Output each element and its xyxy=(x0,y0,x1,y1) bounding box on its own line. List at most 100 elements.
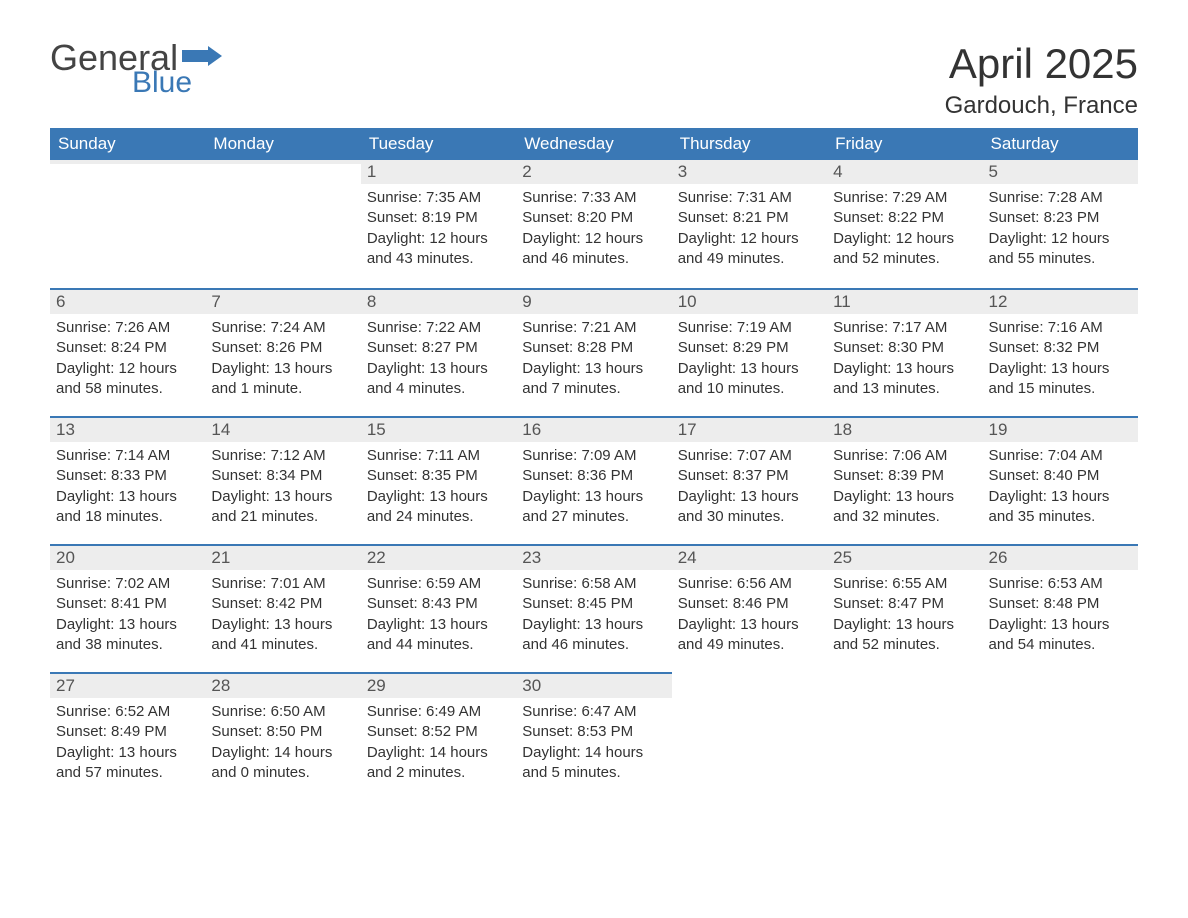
daylight-text: Daylight: 13 hours and 32 minutes. xyxy=(833,487,976,528)
calendar-cell: 16Sunrise: 7:09 AMSunset: 8:36 PMDayligh… xyxy=(516,416,671,544)
daylight-text: Daylight: 13 hours and 46 minutes. xyxy=(522,615,665,656)
day-number: 3 xyxy=(672,160,827,184)
sunset-text: Sunset: 8:53 PM xyxy=(522,722,665,742)
day-body: Sunrise: 7:29 AMSunset: 8:22 PMDaylight:… xyxy=(827,184,982,275)
sunset-text: Sunset: 8:24 PM xyxy=(56,338,199,358)
day-body: Sunrise: 7:11 AMSunset: 8:35 PMDaylight:… xyxy=(361,442,516,533)
calendar-cell: 19Sunrise: 7:04 AMSunset: 8:40 PMDayligh… xyxy=(983,416,1138,544)
day-number xyxy=(50,160,205,164)
calendar-cell: 21Sunrise: 7:01 AMSunset: 8:42 PMDayligh… xyxy=(205,544,360,672)
calendar-cell: 15Sunrise: 7:11 AMSunset: 8:35 PMDayligh… xyxy=(361,416,516,544)
daylight-text: Daylight: 13 hours and 44 minutes. xyxy=(367,615,510,656)
sunrise-text: Sunrise: 7:17 AM xyxy=(833,318,976,338)
sunrise-text: Sunrise: 6:47 AM xyxy=(522,702,665,722)
sunset-text: Sunset: 8:46 PM xyxy=(678,594,821,614)
day-number: 15 xyxy=(361,416,516,442)
calendar-cell: 8Sunrise: 7:22 AMSunset: 8:27 PMDaylight… xyxy=(361,288,516,416)
day-number: 5 xyxy=(983,160,1138,184)
day-number: 28 xyxy=(205,672,360,698)
day-number: 12 xyxy=(983,288,1138,314)
sunrise-text: Sunrise: 7:33 AM xyxy=(522,188,665,208)
day-body: Sunrise: 7:17 AMSunset: 8:30 PMDaylight:… xyxy=(827,314,982,405)
sunset-text: Sunset: 8:28 PM xyxy=(522,338,665,358)
calendar-cell: 6Sunrise: 7:26 AMSunset: 8:24 PMDaylight… xyxy=(50,288,205,416)
sunrise-text: Sunrise: 7:09 AM xyxy=(522,446,665,466)
sunrise-text: Sunrise: 7:02 AM xyxy=(56,574,199,594)
daylight-text: Daylight: 12 hours and 43 minutes. xyxy=(367,229,510,270)
day-number: 18 xyxy=(827,416,982,442)
day-number: 17 xyxy=(672,416,827,442)
sunrise-text: Sunrise: 7:14 AM xyxy=(56,446,199,466)
weekday-header: Friday xyxy=(827,128,982,160)
day-body: Sunrise: 7:26 AMSunset: 8:24 PMDaylight:… xyxy=(50,314,205,405)
daylight-text: Daylight: 13 hours and 52 minutes. xyxy=(833,615,976,656)
sunset-text: Sunset: 8:34 PM xyxy=(211,466,354,486)
sunrise-text: Sunrise: 7:26 AM xyxy=(56,318,199,338)
sunrise-text: Sunrise: 7:16 AM xyxy=(989,318,1132,338)
sunrise-text: Sunrise: 7:24 AM xyxy=(211,318,354,338)
daylight-text: Daylight: 13 hours and 10 minutes. xyxy=(678,359,821,400)
daylight-text: Daylight: 13 hours and 41 minutes. xyxy=(211,615,354,656)
calendar-cell xyxy=(50,160,205,288)
sunrise-text: Sunrise: 7:12 AM xyxy=(211,446,354,466)
calendar-cell: 25Sunrise: 6:55 AMSunset: 8:47 PMDayligh… xyxy=(827,544,982,672)
weekday-header-row: Sunday Monday Tuesday Wednesday Thursday… xyxy=(50,128,1138,160)
brand-logo: General Blue xyxy=(50,40,222,98)
daylight-text: Daylight: 13 hours and 57 minutes. xyxy=(56,743,199,784)
calendar-cell: 18Sunrise: 7:06 AMSunset: 8:39 PMDayligh… xyxy=(827,416,982,544)
sunset-text: Sunset: 8:37 PM xyxy=(678,466,821,486)
calendar-row: 20Sunrise: 7:02 AMSunset: 8:41 PMDayligh… xyxy=(50,544,1138,672)
day-number: 7 xyxy=(205,288,360,314)
day-number: 16 xyxy=(516,416,671,442)
sunrise-text: Sunrise: 7:11 AM xyxy=(367,446,510,466)
sunrise-text: Sunrise: 7:21 AM xyxy=(522,318,665,338)
day-number: 13 xyxy=(50,416,205,442)
calendar-cell: 12Sunrise: 7:16 AMSunset: 8:32 PMDayligh… xyxy=(983,288,1138,416)
day-number xyxy=(205,160,360,164)
day-number: 11 xyxy=(827,288,982,314)
day-number: 30 xyxy=(516,672,671,698)
calendar-cell: 9Sunrise: 7:21 AMSunset: 8:28 PMDaylight… xyxy=(516,288,671,416)
sunrise-text: Sunrise: 7:06 AM xyxy=(833,446,976,466)
day-number xyxy=(827,672,982,676)
calendar-cell: 1Sunrise: 7:35 AMSunset: 8:19 PMDaylight… xyxy=(361,160,516,288)
daylight-text: Daylight: 14 hours and 0 minutes. xyxy=(211,743,354,784)
day-body: Sunrise: 6:55 AMSunset: 8:47 PMDaylight:… xyxy=(827,570,982,661)
calendar-cell xyxy=(983,672,1138,800)
calendar-row: 1Sunrise: 7:35 AMSunset: 8:19 PMDaylight… xyxy=(50,160,1138,288)
daylight-text: Daylight: 13 hours and 13 minutes. xyxy=(833,359,976,400)
sunset-text: Sunset: 8:23 PM xyxy=(989,208,1132,228)
sunrise-text: Sunrise: 7:28 AM xyxy=(989,188,1132,208)
daylight-text: Daylight: 13 hours and 1 minute. xyxy=(211,359,354,400)
day-number: 4 xyxy=(827,160,982,184)
daylight-text: Daylight: 14 hours and 2 minutes. xyxy=(367,743,510,784)
day-number: 8 xyxy=(361,288,516,314)
sunrise-text: Sunrise: 6:53 AM xyxy=(989,574,1132,594)
calendar-cell: 22Sunrise: 6:59 AMSunset: 8:43 PMDayligh… xyxy=(361,544,516,672)
day-body: Sunrise: 6:50 AMSunset: 8:50 PMDaylight:… xyxy=(205,698,360,789)
sunrise-text: Sunrise: 7:19 AM xyxy=(678,318,821,338)
sunset-text: Sunset: 8:22 PM xyxy=(833,208,976,228)
daylight-text: Daylight: 12 hours and 46 minutes. xyxy=(522,229,665,270)
sunrise-text: Sunrise: 7:35 AM xyxy=(367,188,510,208)
title-block: April 2025 Gardouch, France xyxy=(945,40,1138,120)
day-body: Sunrise: 6:58 AMSunset: 8:45 PMDaylight:… xyxy=(516,570,671,661)
daylight-text: Daylight: 13 hours and 18 minutes. xyxy=(56,487,199,528)
daylight-text: Daylight: 13 hours and 7 minutes. xyxy=(522,359,665,400)
calendar-cell: 7 Sunrise: 7:24 AMSunset: 8:26 PMDaylight… xyxy=(205,288,360,416)
day-number: 20 xyxy=(50,544,205,570)
calendar-cell: 11Sunrise: 7:17 AMSunset: 8:30 PMDayligh… xyxy=(827,288,982,416)
day-number: 2 xyxy=(516,160,671,184)
calendar-table: Sunday Monday Tuesday Wednesday Thursday… xyxy=(50,128,1138,800)
calendar-cell xyxy=(827,672,982,800)
weekday-header: Monday xyxy=(205,128,360,160)
calendar-cell: 23Sunrise: 6:58 AMSunset: 8:45 PMDayligh… xyxy=(516,544,671,672)
day-body: Sunrise: 7:35 AMSunset: 8:19 PMDaylight:… xyxy=(361,184,516,275)
daylight-text: Daylight: 13 hours and 4 minutes. xyxy=(367,359,510,400)
day-body: Sunrise: 7:04 AMSunset: 8:40 PMDaylight:… xyxy=(983,442,1138,533)
sunset-text: Sunset: 8:26 PM xyxy=(211,338,354,358)
calendar-cell: 29Sunrise: 6:49 AMSunset: 8:52 PMDayligh… xyxy=(361,672,516,800)
day-body: Sunrise: 6:53 AMSunset: 8:48 PMDaylight:… xyxy=(983,570,1138,661)
day-body: Sunrise: 7:01 AMSunset: 8:42 PMDaylight:… xyxy=(205,570,360,661)
day-body: Sunrise: 7:19 AMSunset: 8:29 PMDaylight:… xyxy=(672,314,827,405)
